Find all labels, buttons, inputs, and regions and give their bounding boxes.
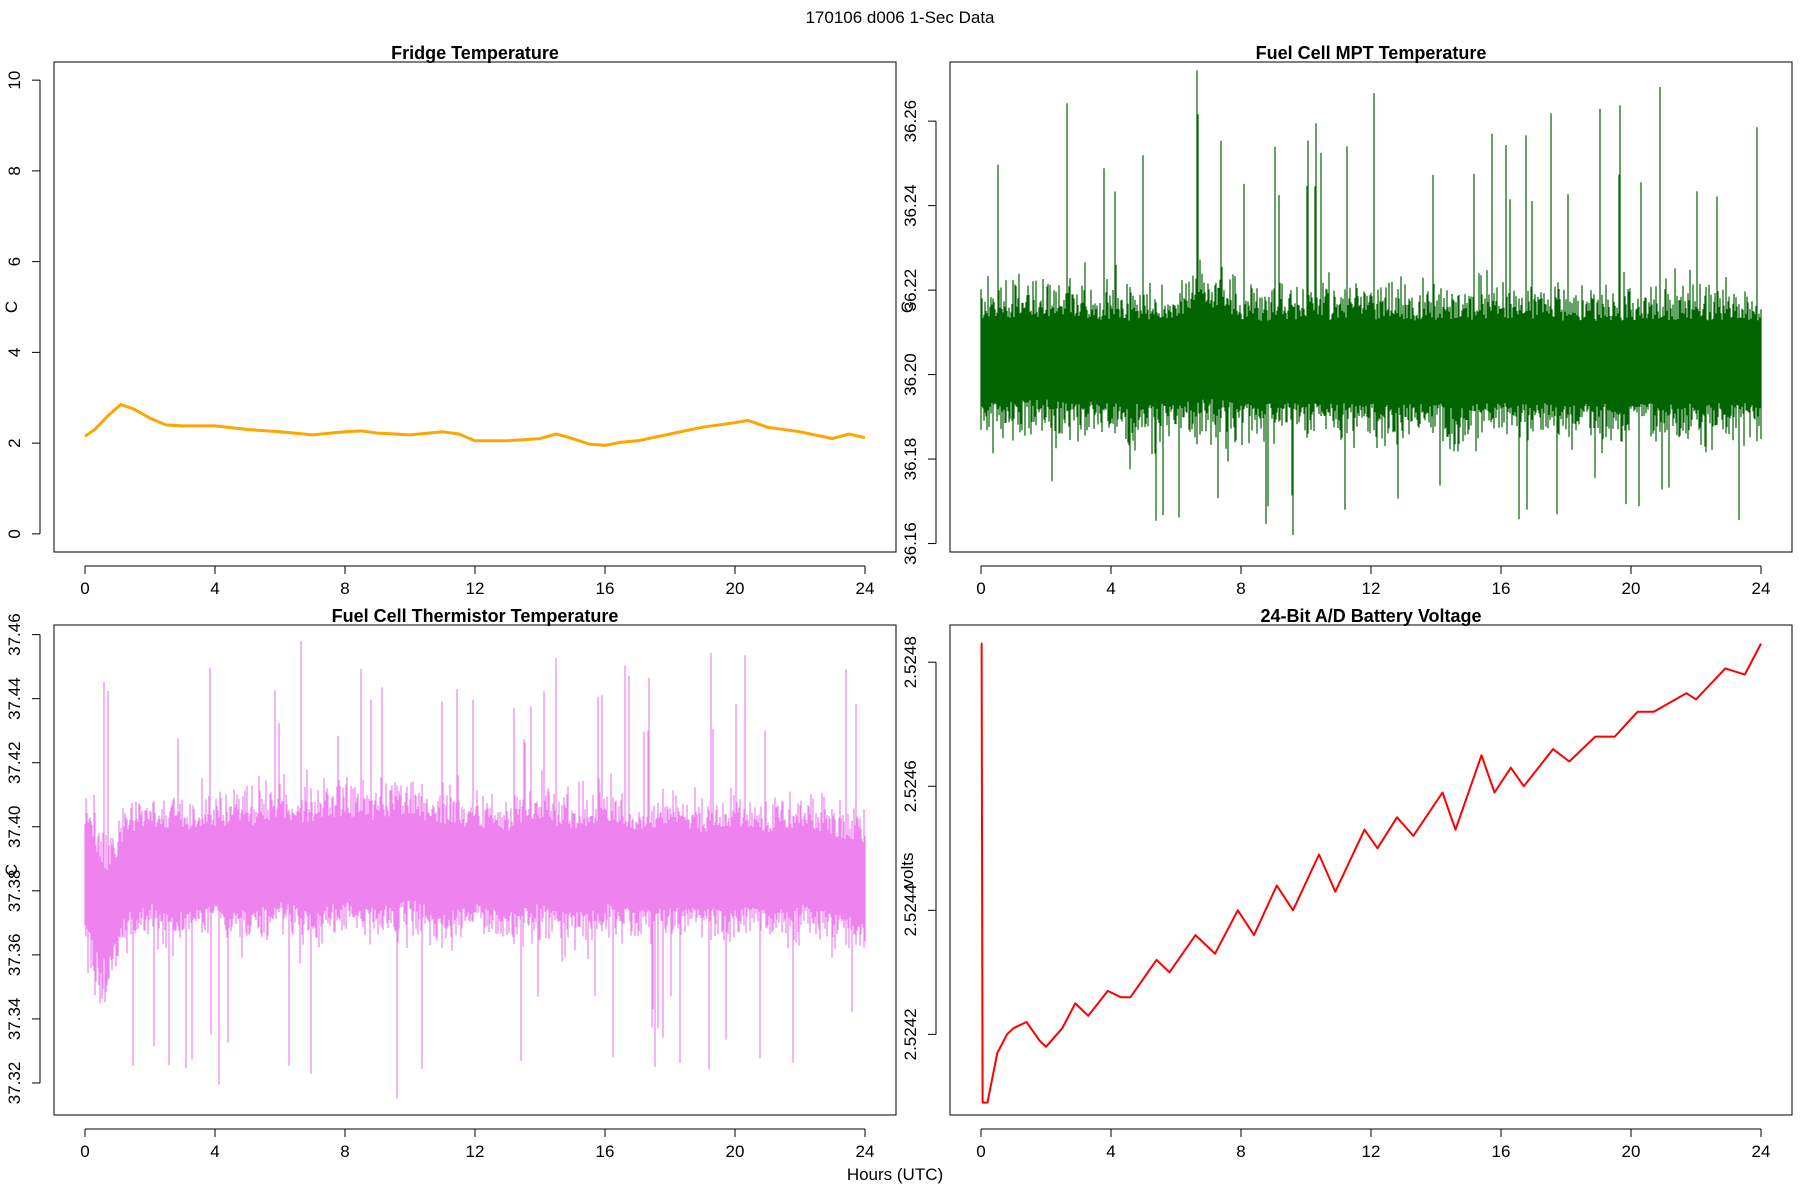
panel-title: 24-Bit A/D Battery Voltage <box>1260 606 1481 626</box>
x-tick-label: 4 <box>1106 579 1115 598</box>
x-tick-label: 20 <box>726 1142 745 1161</box>
panel-battery-voltage: 24-Bit A/D Battery Voltage volts 0 4 8 12 16 20… <box>898 606 1793 1161</box>
x-tick-label: 12 <box>466 1142 485 1161</box>
x-tick-label: 0 <box>976 1142 985 1161</box>
x-tick-label: 20 <box>1622 1142 1641 1161</box>
series-line <box>84 403 866 447</box>
x-tick-label: 16 <box>596 579 615 598</box>
y-tick-label: 4 <box>5 348 24 357</box>
y-tick-label: 10 <box>5 71 24 90</box>
y-tick-label: 37.44 <box>5 677 24 720</box>
x-tick-label: 12 <box>1362 579 1381 598</box>
y-tick-label: 2.5244 <box>901 884 920 936</box>
y-axis-label: C <box>2 301 21 313</box>
y-tick-label: 37.34 <box>5 998 24 1041</box>
x-tick-label: 24 <box>856 579 875 598</box>
y-tick-label: 2.5248 <box>901 636 920 688</box>
y-tick-label: 36.18 <box>901 438 920 481</box>
figure-suptitle: 170106 d006 1-Sec Data <box>805 8 995 27</box>
series-line <box>980 642 1762 1104</box>
y-tick-label: 36.26 <box>901 100 920 143</box>
x-tick-label: 24 <box>1752 579 1771 598</box>
panel-title: Fridge Temperature <box>391 43 559 63</box>
y-tick-label: 36.24 <box>901 184 920 227</box>
y-axis-label: C <box>2 864 21 876</box>
y-tick-label: 36.16 <box>901 522 920 565</box>
y-tick-label: 36.20 <box>901 353 920 396</box>
y-tick-label: 37.32 <box>5 1062 24 1105</box>
y-tick-label: 8 <box>5 166 24 175</box>
y-tick-label: 37.40 <box>5 805 24 848</box>
x-tick-label: 4 <box>1106 1142 1115 1161</box>
x-tick-label: 16 <box>1492 579 1511 598</box>
x-tick-label: 16 <box>1492 1142 1511 1161</box>
x-tick-label: 20 <box>1622 579 1641 598</box>
x-tick-label: 4 <box>210 579 219 598</box>
x-tick-label: 16 <box>596 1142 615 1161</box>
plot-frame <box>53 624 897 1116</box>
plot-frame <box>53 61 897 553</box>
x-tick-label: 0 <box>80 579 89 598</box>
y-tick-label: 36.22 <box>901 269 920 312</box>
series-line <box>980 70 1762 536</box>
y-tick-label: 2 <box>5 438 24 447</box>
x-tick-label: 12 <box>466 579 485 598</box>
x-tick-label: 8 <box>1236 579 1245 598</box>
series-line <box>84 641 866 1099</box>
panel-title: Fuel Cell Thermistor Temperature <box>332 606 619 626</box>
plot-frame <box>949 61 1793 553</box>
x-tick-label: 24 <box>856 1142 875 1161</box>
y-tick-label: 2.5246 <box>901 760 920 812</box>
y-tick-label: 6 <box>5 257 24 266</box>
x-tick-label: 8 <box>340 579 349 598</box>
x-tick-label: 8 <box>1236 1142 1245 1161</box>
x-tick-label: 0 <box>80 1142 89 1161</box>
figure-xlabel: Hours (UTC) <box>847 1165 943 1184</box>
x-tick-label: 4 <box>210 1142 219 1161</box>
x-tick-label: 8 <box>340 1142 349 1161</box>
x-tick-label: 12 <box>1362 1142 1381 1161</box>
panel-title: Fuel Cell MPT Temperature <box>1256 43 1487 63</box>
y-tick-label: 37.46 <box>5 613 24 656</box>
panel-fuel-cell-thermistor-temperature: Fuel Cell Thermistor Temperature C 0 4 8 12 16… <box>2 606 897 1161</box>
x-tick-label: 0 <box>976 579 985 598</box>
panel-fuel-cell-mpt-temperature: Fuel Cell MPT Temperature C 0 4 8 12 16 20 24 36.… <box>898 43 1793 598</box>
y-tick-label: 37.38 <box>5 870 24 913</box>
y-axis-label: volts <box>898 853 917 888</box>
y-tick-label: 0 <box>5 529 24 538</box>
y-tick-label: 37.42 <box>5 741 24 784</box>
y-tick-label: 37.36 <box>5 934 24 977</box>
y-tick-label: 2.5242 <box>901 1008 920 1060</box>
y-axis-label: C <box>898 301 917 313</box>
plot-frame <box>949 624 1793 1116</box>
x-tick-label: 24 <box>1752 1142 1771 1161</box>
x-tick-label: 20 <box>726 579 745 598</box>
